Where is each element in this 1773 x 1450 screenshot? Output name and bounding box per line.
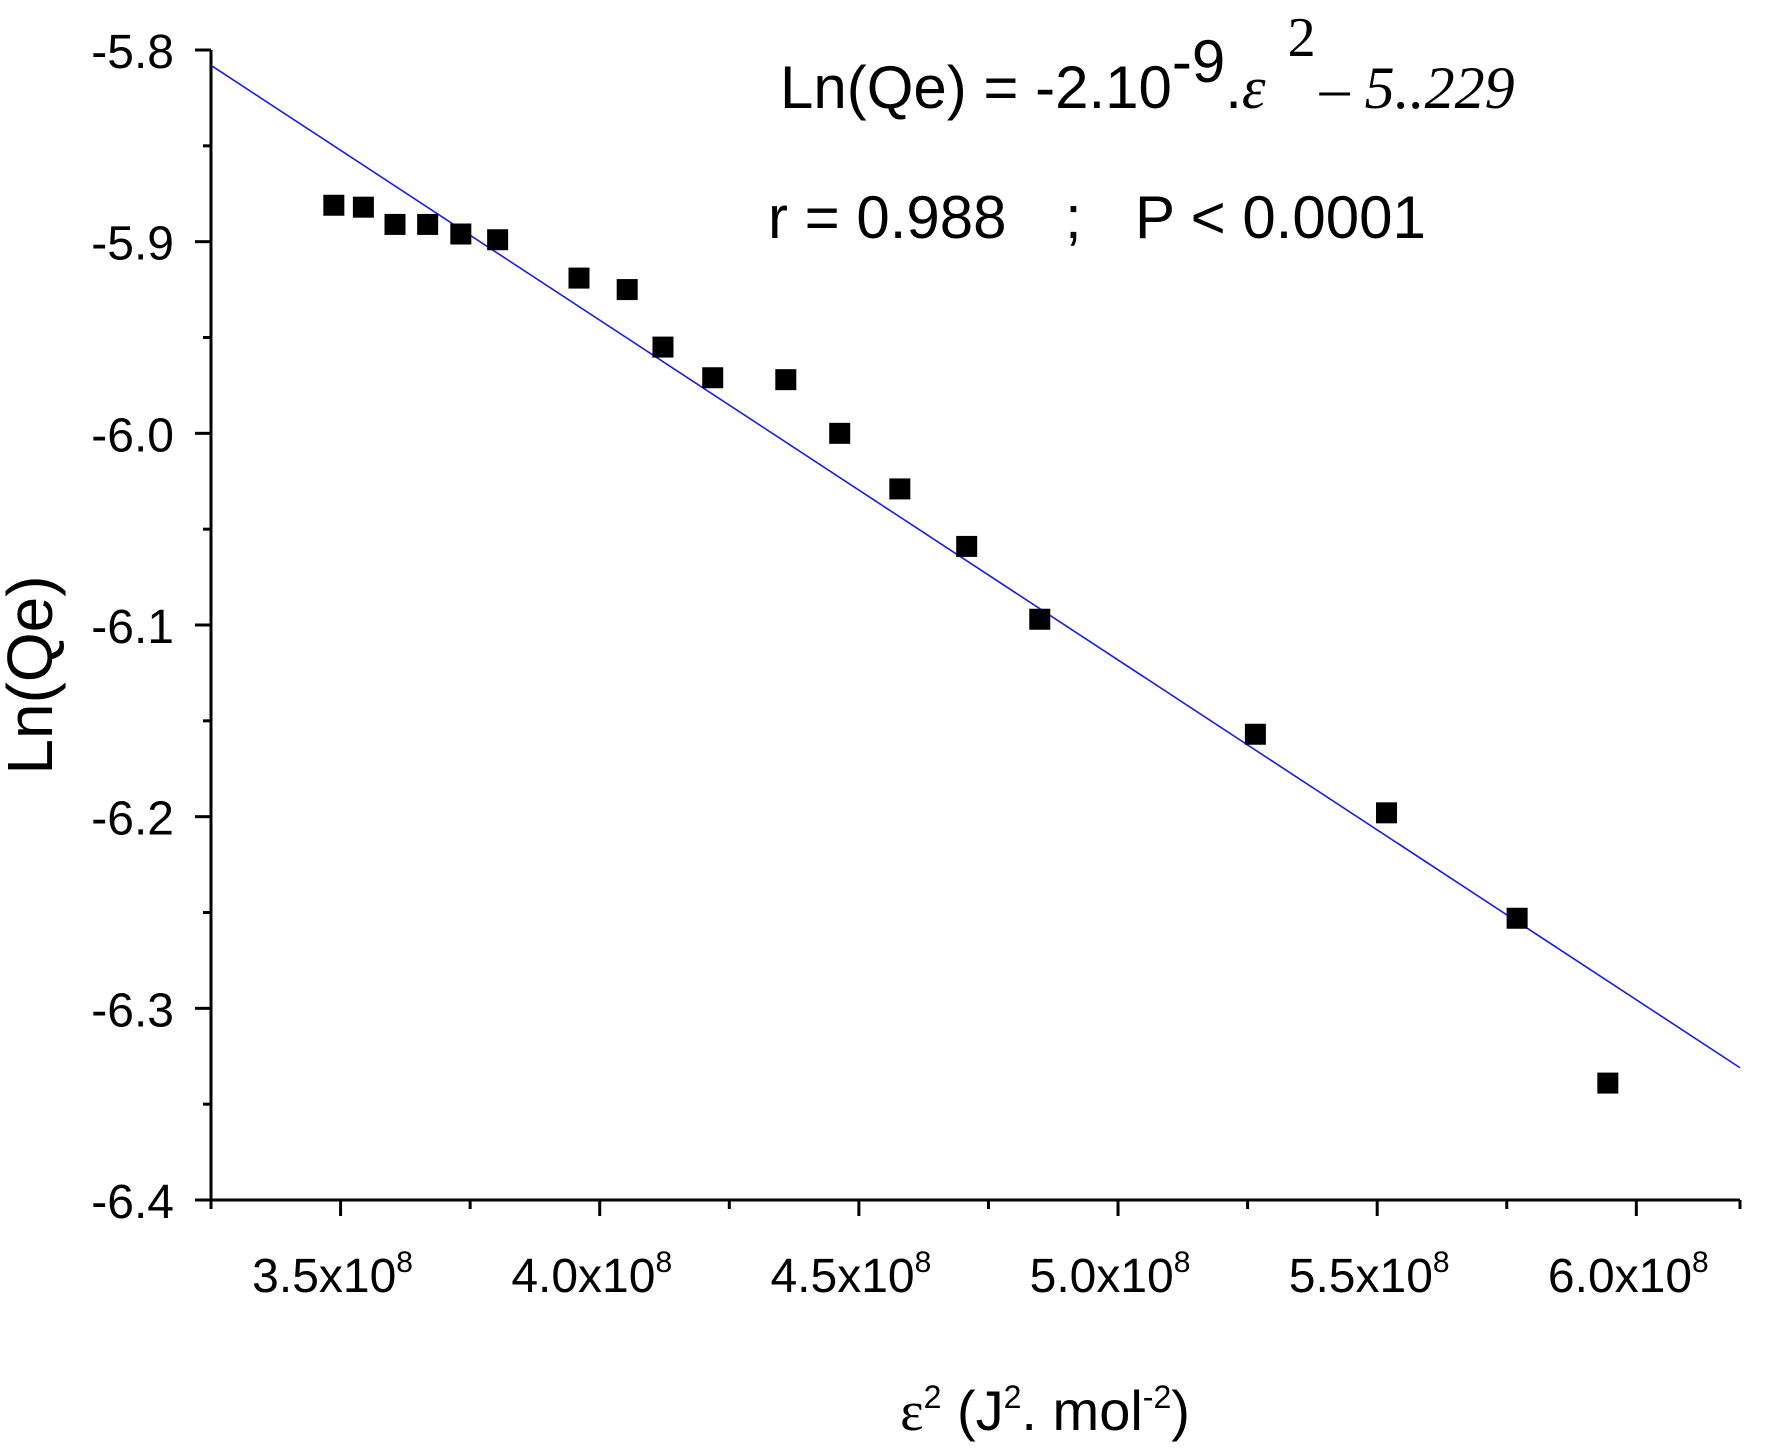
x-tick-label: 4.0x108 — [511, 1246, 672, 1303]
equation-tail: – 5..229 — [1319, 55, 1515, 121]
x-axis-label-unit-sup: 2 — [1004, 1379, 1022, 1415]
stats-separator: ; — [1065, 184, 1082, 251]
x-axis-label-symbol: ε — [900, 1381, 924, 1443]
data-point — [889, 478, 911, 500]
data-point — [652, 336, 674, 358]
equation-annotation: Ln(Qe) = -2.10-9.ε2– 5..229 — [780, 7, 1515, 121]
x-tick-label-exponent: 8 — [915, 1246, 932, 1279]
data-point — [616, 279, 638, 301]
x-tick-label-base: 6.0x10 — [1548, 1250, 1692, 1303]
x-tick-label-base: 5.5x10 — [1289, 1250, 1433, 1303]
x-tick-label: 6.0x108 — [1548, 1246, 1709, 1303]
y-axis-label: Ln(Qe) — [0, 575, 66, 774]
y-tick-label: -5.8 — [91, 26, 174, 79]
x-axis-label-symbol-sup: 2 — [924, 1379, 942, 1415]
x-tick-label-exponent: 8 — [655, 1246, 672, 1279]
y-tick-label: -5.9 — [91, 218, 174, 271]
x-axis-label-close: ) — [1171, 1379, 1190, 1442]
x-tick-label-base: 4.5x10 — [770, 1250, 914, 1303]
y-tick-label: -6.3 — [91, 984, 174, 1037]
p-value-annotation: P < 0.0001 — [1135, 184, 1426, 251]
y-axis-ticks: -5.8 -5.9 -6.0 -6.1 -6.2 -6.3 -6.4 — [91, 26, 211, 1229]
data-point — [417, 213, 439, 235]
equation-lead: Ln(Qe) = -2.10 — [780, 54, 1172, 121]
y-tick-label: -6.2 — [91, 793, 174, 846]
data-points — [323, 194, 1619, 1094]
equation-exponent: -9 — [1172, 28, 1225, 95]
data-point — [352, 196, 374, 218]
r-value-annotation: r = 0.988 — [768, 184, 1007, 251]
x-tick-label-exponent: 8 — [396, 1246, 413, 1279]
data-point — [1597, 1072, 1619, 1094]
x-tick-label-base: 3.5x10 — [252, 1250, 396, 1303]
x-tick-label-exponent: 8 — [1174, 1246, 1191, 1279]
data-point — [1506, 907, 1528, 929]
data-point — [384, 213, 406, 235]
data-point — [487, 229, 509, 251]
data-point — [702, 367, 724, 389]
x-tick-label: 5.0x108 — [1030, 1246, 1191, 1303]
x-tick-label-exponent: 8 — [1433, 1246, 1450, 1279]
equation-dot: . — [1225, 54, 1242, 121]
x-axis-label-open: (J — [941, 1379, 1003, 1442]
x-axis-label: ε2 (J2. mol-2) — [900, 1379, 1190, 1443]
data-point — [1029, 608, 1051, 630]
data-point — [1244, 723, 1266, 745]
x-tick-label: 4.5x108 — [770, 1246, 931, 1303]
data-point — [956, 535, 978, 557]
y-tick-label: -6.0 — [91, 409, 174, 462]
data-point — [829, 422, 851, 444]
x-tick-label-exponent: 8 — [1692, 1246, 1709, 1279]
y-tick-label: -6.4 — [91, 1176, 174, 1229]
x-axis-label-middle: . mol — [1021, 1379, 1142, 1442]
equation-symbol-exponent: 2 — [1288, 7, 1316, 69]
y-tick-label: -6.1 — [91, 601, 174, 654]
data-point — [450, 223, 472, 245]
x-tick-label-base: 4.0x10 — [511, 1250, 655, 1303]
data-point — [1376, 802, 1398, 824]
x-tick-label: 3.5x108 — [252, 1246, 413, 1303]
data-point — [323, 194, 345, 216]
x-axis-ticks: 3.5x108 4.0x108 4.5x108 5.0x108 5.5x108 6.0x1… — [209, 1200, 1742, 1303]
x-axis-label-unit-sup2: -2 — [1143, 1379, 1171, 1415]
equation-symbol: ε — [1242, 55, 1266, 121]
x-tick-label-base: 5.0x10 — [1030, 1250, 1174, 1303]
x-tick-label: 5.5x108 — [1289, 1246, 1450, 1303]
data-point — [775, 369, 797, 391]
data-point — [568, 267, 590, 289]
